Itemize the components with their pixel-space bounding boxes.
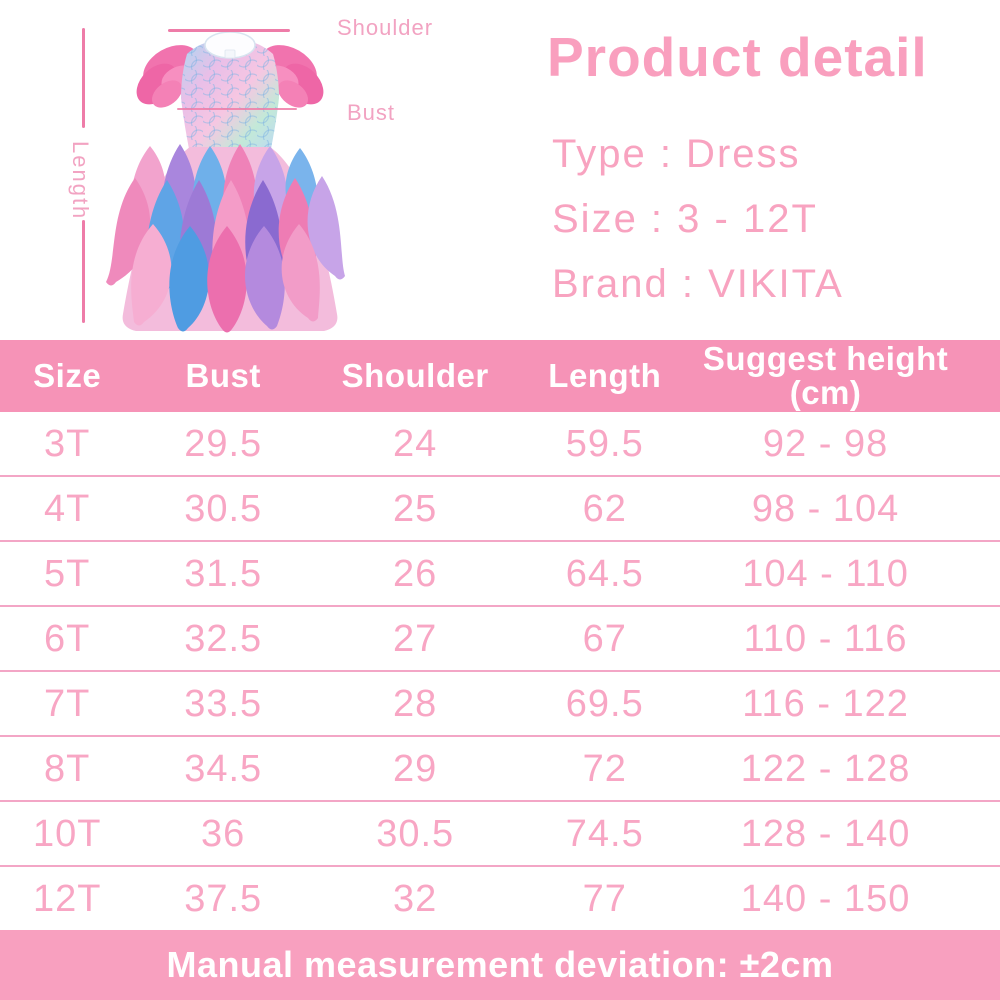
table-cell: 36 [201,812,246,855]
table-cell: 67 [582,617,627,660]
dress-illustration [106,31,345,333]
table-cell: 27 [393,617,438,660]
shoulder-label: Shoulder [337,15,434,40]
header-cell: Length [548,357,662,394]
table-row: 12T 37.5 32 77 140 - 150 [0,865,1000,930]
shoulder-measure-line [168,29,290,32]
table-cell: 122 - 128 [740,747,911,790]
table-row: 3T 29.5 24 59.5 92 - 98 [0,412,1000,475]
size-chart: Size Bust Shoulder Length Suggest height (cm… [0,340,1000,930]
dress-bodice [181,31,279,149]
table-cell: 6T [44,617,91,660]
size-chart-header: Size Bust Shoulder Length Suggest height (cm… [0,340,1000,412]
table-cell: 72 [582,747,627,790]
product-size-line: Size : 3 - 12T [552,197,818,241]
table-cell: 28 [393,682,438,725]
dress-skirt-ruffles [106,144,345,333]
table-cell: 29.5 [184,422,263,465]
dress-measurement-diagram: Shoulder Bust Length [0,0,500,340]
header-cell: Suggest height (cm) [702,340,949,411]
table-cell: 104 - 110 [742,552,909,595]
table-cell: 140 - 150 [740,877,911,920]
product-type-line: Type : Dress [552,132,801,176]
measurement-note-bar: Manual measurement deviation: ±2cm [0,930,1000,1000]
length-measure-line-top [82,28,85,128]
table-cell: 29 [393,747,438,790]
table-cell: 69.5 [565,682,644,725]
table-cell: 92 - 98 [762,422,889,465]
table-cell: 10T [32,812,102,855]
measurement-note: Manual measurement deviation: ±2cm [166,944,834,985]
table-cell: 128 - 140 [740,812,911,855]
table-row: 4T 30.5 25 62 98 - 104 [0,475,1000,540]
table-cell: 26 [393,552,438,595]
table-cell: 5T [44,552,91,595]
header-cell: Shoulder [341,357,489,394]
table-cell: 24 [393,422,438,465]
table-cell: 30.5 [184,487,263,530]
product-brand-line: Brand : VIKITA [552,262,844,306]
table-row: 10T 36 30.5 74.5 128 - 140 [0,800,1000,865]
table-cell: 33.5 [184,682,263,725]
table-cell: 25 [393,487,438,530]
header-cell: Size [33,357,102,394]
table-cell: 3T [44,422,91,465]
size-chart-body: 3T 29.5 24 59.5 92 - 98 4T 30.5 25 62 98 - 104 5T 3… [0,412,1000,930]
table-cell: 30.5 [376,812,455,855]
bust-measure-line [177,108,297,110]
page-title: Product detail [547,26,928,88]
table-row: 6T 32.5 27 67 110 - 116 [0,605,1000,670]
table-cell: 32.5 [184,617,263,660]
bust-label: Bust [347,100,396,125]
table-row: 7T 33.5 28 69.5 116 - 122 [0,670,1000,735]
table-cell: 34.5 [184,747,263,790]
table-cell: 32 [393,877,438,920]
table-cell: 31.5 [184,552,263,595]
length-measure-line-bottom [82,220,85,323]
table-cell: 7T [44,682,91,725]
table-cell: 12T [32,877,102,920]
table-cell: 4T [44,487,91,530]
table-cell: 62 [582,487,627,530]
header-cell: Bust [185,357,261,394]
product-detail-section: Product detail Type : Dress Size : 3 - 1… [545,0,1000,340]
table-cell: 116 - 122 [742,682,909,725]
table-row: 5T 31.5 26 64.5 104 - 110 [0,540,1000,605]
table-cell: 8T [44,747,91,790]
table-cell: 77 [582,877,627,920]
table-cell: 64.5 [565,552,644,595]
length-label: Length [68,141,93,221]
table-cell: 110 - 116 [743,617,908,660]
table-row: 8T 34.5 29 72 122 - 128 [0,735,1000,800]
table-cell: 74.5 [565,812,644,855]
table-cell: 98 - 104 [751,487,900,530]
dress-left-sleeve [136,45,201,108]
table-cell: 37.5 [184,877,263,920]
table-cell: 59.5 [565,422,644,465]
